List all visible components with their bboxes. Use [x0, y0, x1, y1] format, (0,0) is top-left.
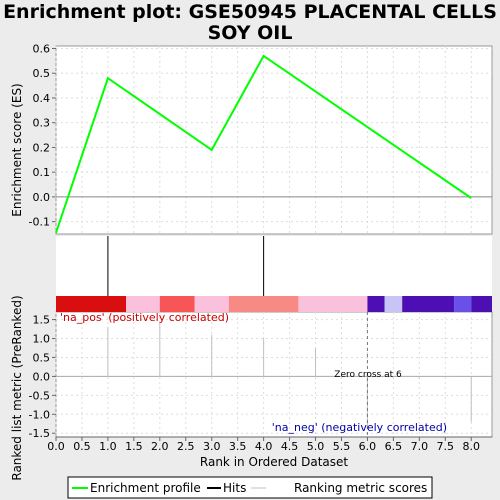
color-bar-segment	[126, 296, 160, 312]
es-line-layer	[55, 54, 472, 234]
chart-title-line-2: SOY OIL	[207, 22, 293, 44]
color-bar	[56, 296, 492, 312]
x-tick-label: 3.0	[203, 440, 221, 453]
x-tick-label: 5.0	[307, 440, 325, 453]
es-y-axis-label: Enrichment score (ES)	[10, 83, 24, 216]
metric-y-tick-label: 1.5	[33, 314, 51, 327]
chart-title: Enrichment plot: GSE50945 PLACENTAL CELL…	[0, 2, 500, 44]
metric-y-axis-label: Ranked list metric (PreRanked)	[10, 295, 24, 480]
metric-y-tick-label: -0.5	[29, 389, 50, 402]
es-grid: -0.1 0.0 0.1 0.2 0.3 0.4 0.5 0.6	[29, 42, 492, 234]
color-bar-segment	[56, 296, 127, 312]
es-y-tick-label: 0.2	[33, 141, 51, 154]
x-tick-label: 0.5	[73, 440, 91, 453]
x-tick-label: 1.5	[125, 440, 143, 453]
es-y-tick-label: -0.1	[29, 216, 50, 229]
es-y-tick-label: 0.0	[33, 191, 51, 204]
x-tick-label: 3.5	[229, 440, 247, 453]
metric-y-tick-label: 0.0	[33, 370, 51, 383]
x-tick-label: 4.5	[281, 440, 299, 453]
metric-y-tick-label: 0.5	[33, 351, 51, 364]
chart-title-line-1: Enrichment plot: GSE50945 PLACENTAL CELL…	[3, 1, 497, 23]
color-bar-segment	[384, 296, 403, 312]
x-tick-label: 8.0	[462, 440, 480, 453]
legend-box	[67, 476, 433, 499]
es-y-tick-label: 0.1	[33, 166, 51, 179]
neg-correlated-label: 'na_neg' (negatively correlated)	[272, 421, 447, 434]
x-tick-label: 4.0	[255, 440, 273, 453]
color-bar-segment	[402, 296, 455, 312]
legend-label-ranking-metric: Ranking metric scores	[294, 481, 427, 495]
panel-frames	[55, 45, 493, 438]
es-panel-frame	[55, 45, 493, 235]
color-bar-segment	[159, 296, 195, 312]
x-tick-label: 0.0	[47, 440, 65, 453]
legend: Enrichment profile Hits Ranking metric s…	[67, 476, 433, 499]
color-bar-segment	[228, 296, 299, 312]
x-tick-label: 2.0	[151, 440, 169, 453]
x-tick-label: 1.0	[99, 440, 117, 453]
es-y-tick-label: 0.6	[33, 42, 51, 55]
color-bar-segment	[298, 296, 368, 312]
metric-layer: -1.5 -1.0 -0.5 0.0 0.5 1.0 1.5	[29, 312, 492, 440]
x-tick-label: 2.5	[177, 440, 195, 453]
metric-y-tick-label: -1.5	[29, 427, 50, 440]
color-bar-segment	[454, 296, 472, 312]
x-tick-label: 5.5	[333, 440, 351, 453]
es-series-line	[55, 54, 472, 234]
es-y-tick-label: 0.5	[33, 67, 51, 80]
hits-panel-frame	[56, 236, 492, 296]
color-bar-segment	[194, 296, 229, 312]
metric-y-tick-label: 1.0	[33, 333, 51, 346]
x-tick-label: 7.5	[437, 440, 455, 453]
color-bar-segment	[367, 296, 385, 312]
es-y-tick-label: 0.4	[33, 92, 51, 105]
metric-y-tick-label: -1.0	[29, 408, 50, 421]
metric-panel-frame	[55, 311, 493, 438]
legend-label-hits: Hits	[223, 481, 246, 495]
pos-correlated-label: 'na_pos' (positively correlated)	[60, 311, 229, 324]
x-tick-label: 7.0	[411, 440, 429, 453]
zero-cross-label: Zero cross at 6	[334, 370, 402, 380]
hits-layer	[107, 236, 265, 296]
es-y-tick-label: 0.3	[33, 117, 51, 130]
legend-label-enrichment-profile: Enrichment profile	[90, 481, 201, 495]
x-tick-label: 6.5	[385, 440, 403, 453]
axes-layer: 0.0 0.5 1.0 1.5 2.0 2.5 3.0 3.5 4.0 4.5 5.0 5.5 6.0 6…	[47, 436, 492, 453]
color-bar-segment	[471, 296, 492, 312]
x-axis-label: Rank in Ordered Dataset	[200, 455, 348, 469]
x-tick-label: 6.0	[359, 440, 377, 453]
